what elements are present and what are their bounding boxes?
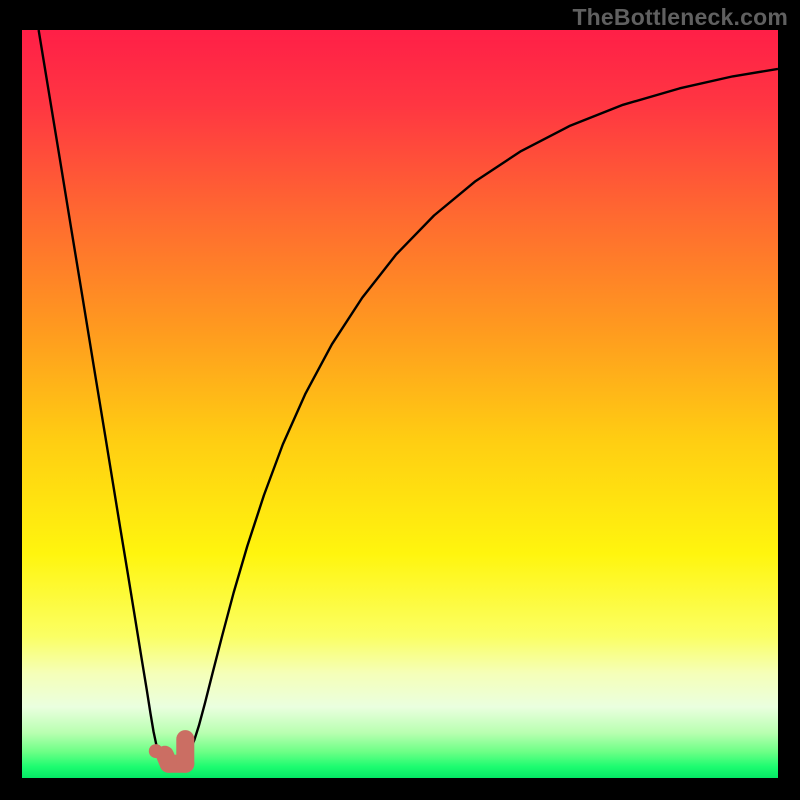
chart-container: TheBottleneck.com [0, 0, 800, 800]
plot-frame [22, 30, 778, 778]
plot-svg [22, 30, 778, 778]
gradient-background [22, 30, 778, 778]
watermark-text: TheBottleneck.com [572, 4, 788, 31]
marker-dot [149, 744, 163, 758]
